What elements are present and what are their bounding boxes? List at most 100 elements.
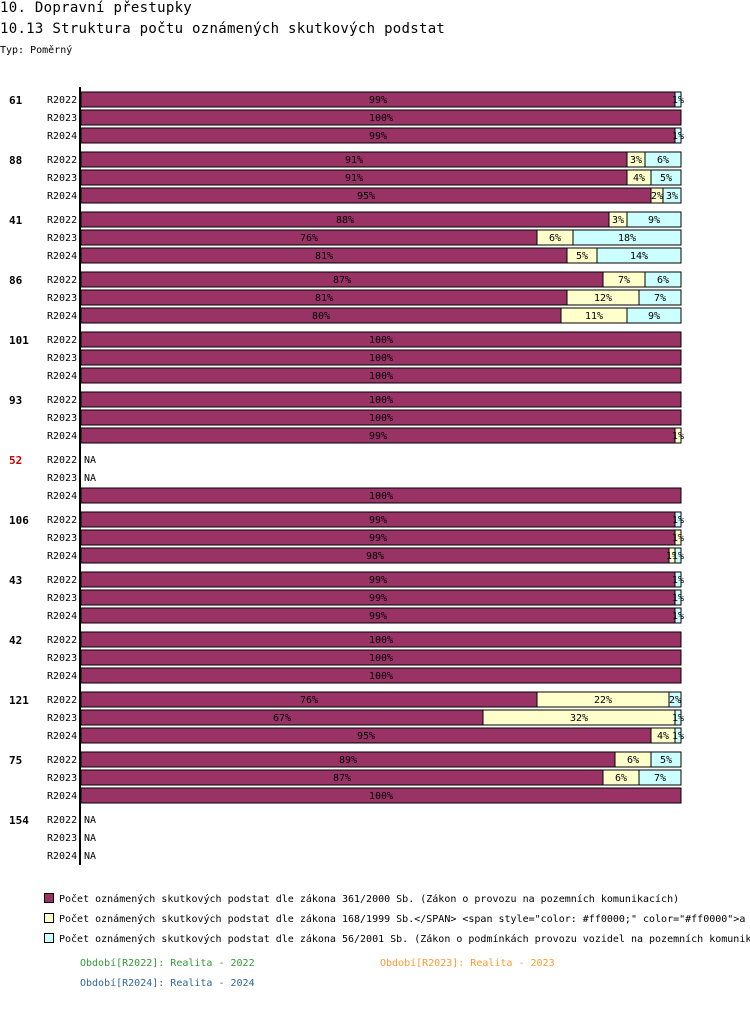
bar-s56-75-R2023 [638, 769, 682, 786]
bar-label-s361-86-R2023: 81% [315, 293, 333, 304]
bar-label-s361-101-R2023: 100% [369, 353, 393, 364]
bar-label-s361-106-R2023: 99% [369, 533, 387, 544]
row-label-61-R2022: R2022 [47, 95, 77, 106]
bar-label-s361-41-R2022: 88% [336, 215, 354, 226]
row-label-52-R2023: R2023 [47, 473, 77, 484]
group-label-93: 93 [9, 394, 22, 407]
row-label-75-R2022: R2022 [47, 755, 77, 766]
bar-label-s56-43-R2024: 1% [672, 611, 684, 622]
row-label-75-R2023: R2023 [47, 773, 77, 784]
bar-label-s168-88-R2022: 3% [630, 155, 642, 166]
group-label-154: 154 [9, 814, 29, 827]
row-label-121-R2024: R2024 [47, 731, 77, 742]
bar-label-s168-106-R2023: 1% [672, 533, 684, 544]
row-label-88-R2024: R2024 [47, 191, 77, 202]
row-label-41-R2023: R2023 [47, 233, 77, 244]
legend-item-168-1999: Počet oznámených skutkových podstat dle … [44, 913, 745, 925]
bar-label-s361-93-R2022: 100% [369, 395, 393, 406]
na-label-52-R2022: NA [84, 455, 96, 466]
bar-s361-101-R2024 [80, 367, 682, 384]
bar-label-s56-88-R2022: 6% [657, 155, 669, 166]
row-label-52-R2024: R2024 [47, 491, 77, 502]
row-label-93-R2022: R2022 [47, 395, 77, 406]
bar-label-s56-106-R2024: 1% [672, 551, 684, 562]
group-label-75: 75 [9, 754, 22, 767]
na-label-154-R2024: NA [84, 851, 96, 862]
bar-label-s56-121-R2022: 2% [669, 695, 681, 706]
bar-s56-86-R2024 [626, 307, 682, 324]
bar-s56-43-R2022 [674, 571, 682, 588]
legend-swatch-361-2000 [44, 893, 54, 903]
legend-item-56-2001: Počet oznámených skutkových podstat dle … [44, 933, 750, 945]
bar-label-s56-75-R2023: 7% [654, 773, 666, 784]
bar-s168-106-R2023 [674, 529, 682, 546]
group-label-121: 121 [9, 694, 29, 707]
row-label-75-R2024: R2024 [47, 791, 77, 802]
bar-label-s168-75-R2022: 6% [627, 755, 639, 766]
bar-label-s361-43-R2023: 99% [369, 593, 387, 604]
bar-s56-75-R2022 [650, 751, 682, 768]
bar-label-s168-41-R2023: 6% [549, 233, 561, 244]
na-label-154-R2023: NA [84, 833, 96, 844]
chart-title: 10.13 Struktura počtu oznámených skutkov… [0, 21, 446, 37]
bar-s361-101-R2023 [80, 349, 682, 366]
row-label-106-R2022: R2022 [47, 515, 77, 526]
bar-s361-75-R2024 [80, 787, 682, 804]
row-label-86-R2023: R2023 [47, 293, 77, 304]
row-label-42-R2023: R2023 [47, 653, 77, 664]
bar-s361-42-R2023 [80, 649, 682, 666]
bar-label-s168-41-R2022: 3% [612, 215, 624, 226]
row-label-52-R2022: R2022 [47, 455, 77, 466]
bar-label-s361-121-R2022: 76% [300, 695, 318, 706]
row-label-101-R2023: R2023 [47, 353, 77, 364]
bar-label-s56-121-R2024: 1% [672, 731, 684, 742]
bar-label-s361-106-R2022: 99% [369, 515, 387, 526]
bar-label-s56-41-R2024: 14% [630, 251, 648, 262]
bar-label-s361-93-R2023: 100% [369, 413, 393, 424]
bar-label-s56-86-R2022: 6% [657, 275, 669, 286]
row-label-43-R2022: R2022 [47, 575, 77, 586]
bar-label-s168-121-R2022: 22% [594, 695, 612, 706]
na-label-52-R2023: NA [84, 473, 96, 484]
bar-label-s56-61-R2024: 1% [672, 131, 684, 142]
bar-label-s361-88-R2023: 91% [345, 173, 363, 184]
chart-type-label: Typ: Poměrný [0, 45, 73, 56]
bar-s361-101-R2022 [80, 331, 682, 348]
bar-s56-106-R2024 [674, 547, 682, 564]
bar-label-s56-88-R2023: 5% [660, 173, 672, 184]
bar-label-s361-75-R2024: 100% [369, 791, 393, 802]
row-label-154-R2023: R2023 [47, 833, 77, 844]
bar-s56-86-R2023 [638, 289, 682, 306]
bar-s56-121-R2023 [674, 709, 682, 726]
group-label-41: 41 [9, 214, 23, 227]
bar-s56-86-R2022 [644, 271, 682, 288]
row-label-154-R2024: R2024 [47, 851, 77, 862]
row-label-61-R2023: R2023 [47, 113, 77, 124]
period-r2022: Období[R2022]: Realita - 2022 [80, 958, 255, 969]
bar-label-s361-43-R2024: 99% [369, 611, 387, 622]
bar-s56-43-R2024 [674, 607, 682, 624]
bar-label-s361-88-R2022: 91% [345, 155, 363, 166]
bar-label-s361-61-R2024: 99% [369, 131, 387, 142]
row-label-43-R2024: R2024 [47, 611, 77, 622]
group-label-86: 86 [9, 274, 23, 287]
bar-label-s168-86-R2023: 12% [594, 293, 612, 304]
row-label-121-R2022: R2022 [47, 695, 77, 706]
row-label-154-R2022: R2022 [47, 815, 77, 826]
legend-label-168-1999: Počet oznámených skutkových podstat dle … [59, 914, 746, 925]
bar-label-s168-121-R2024: 4% [657, 731, 669, 742]
bar-s361-42-R2022 [80, 631, 682, 648]
row-label-41-R2022: R2022 [47, 215, 77, 226]
bar-s56-88-R2022 [644, 151, 682, 168]
row-label-86-R2024: R2024 [47, 311, 77, 322]
row-label-86-R2022: R2022 [47, 275, 77, 286]
bar-s56-106-R2022 [674, 511, 682, 528]
bar-label-s56-88-R2024: 3% [666, 191, 678, 202]
bar-label-s361-101-R2022: 100% [369, 335, 393, 346]
bar-s56-41-R2023 [572, 229, 682, 246]
bar-label-s168-41-R2024: 5% [576, 251, 588, 262]
bar-label-s168-121-R2023: 32% [570, 713, 588, 724]
row-label-106-R2024: R2024 [47, 551, 77, 562]
bar-label-s56-43-R2023: 1% [672, 593, 684, 604]
legend-item-361-2000: Počet oznámených skutkových podstat dle … [44, 893, 679, 905]
